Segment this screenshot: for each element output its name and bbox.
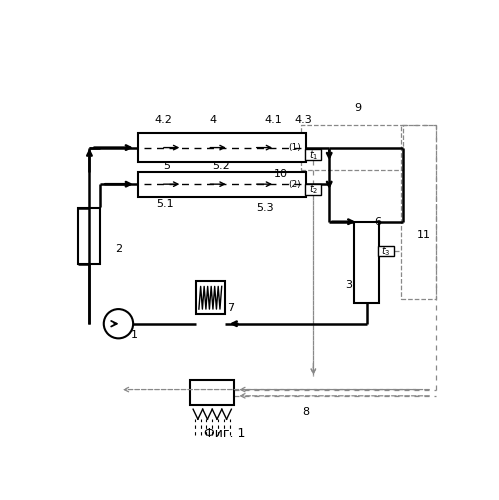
Text: (1): (1) [288,144,301,152]
Bar [301,126,403,170]
Bar [401,126,436,298]
Bar [138,172,306,196]
Text: 9: 9 [355,103,362,113]
Bar [78,208,100,264]
Text: $t_2$: $t_2$ [309,182,318,196]
Text: 4: 4 [210,114,217,124]
Bar [305,150,321,160]
Text: 5.1: 5.1 [156,200,174,209]
Text: 1: 1 [130,330,137,340]
Bar [354,222,379,302]
Text: 5.2: 5.2 [212,161,230,171]
Text: 7: 7 [227,304,234,314]
Bar [378,246,394,256]
Text: 5.3: 5.3 [256,203,274,213]
Text: 2: 2 [115,244,122,254]
Text: Фиг. 1: Фиг. 1 [204,427,246,440]
Text: 8: 8 [302,408,309,418]
Bar [138,133,306,162]
Text: $t_1$: $t_1$ [309,148,318,162]
Text: 5: 5 [163,161,170,171]
Text: (2): (2) [288,180,301,189]
Text: 4.3: 4.3 [294,114,312,124]
Text: $t_3$: $t_3$ [381,244,391,258]
Text: 3: 3 [345,280,352,290]
Text: 4.2: 4.2 [154,114,172,124]
Text: 10: 10 [274,168,288,178]
Bar [305,184,321,194]
Bar [190,380,235,404]
Bar [196,282,225,314]
Text: 4.1: 4.1 [264,114,282,124]
Text: 11: 11 [417,230,431,240]
Text: 6: 6 [374,218,381,228]
